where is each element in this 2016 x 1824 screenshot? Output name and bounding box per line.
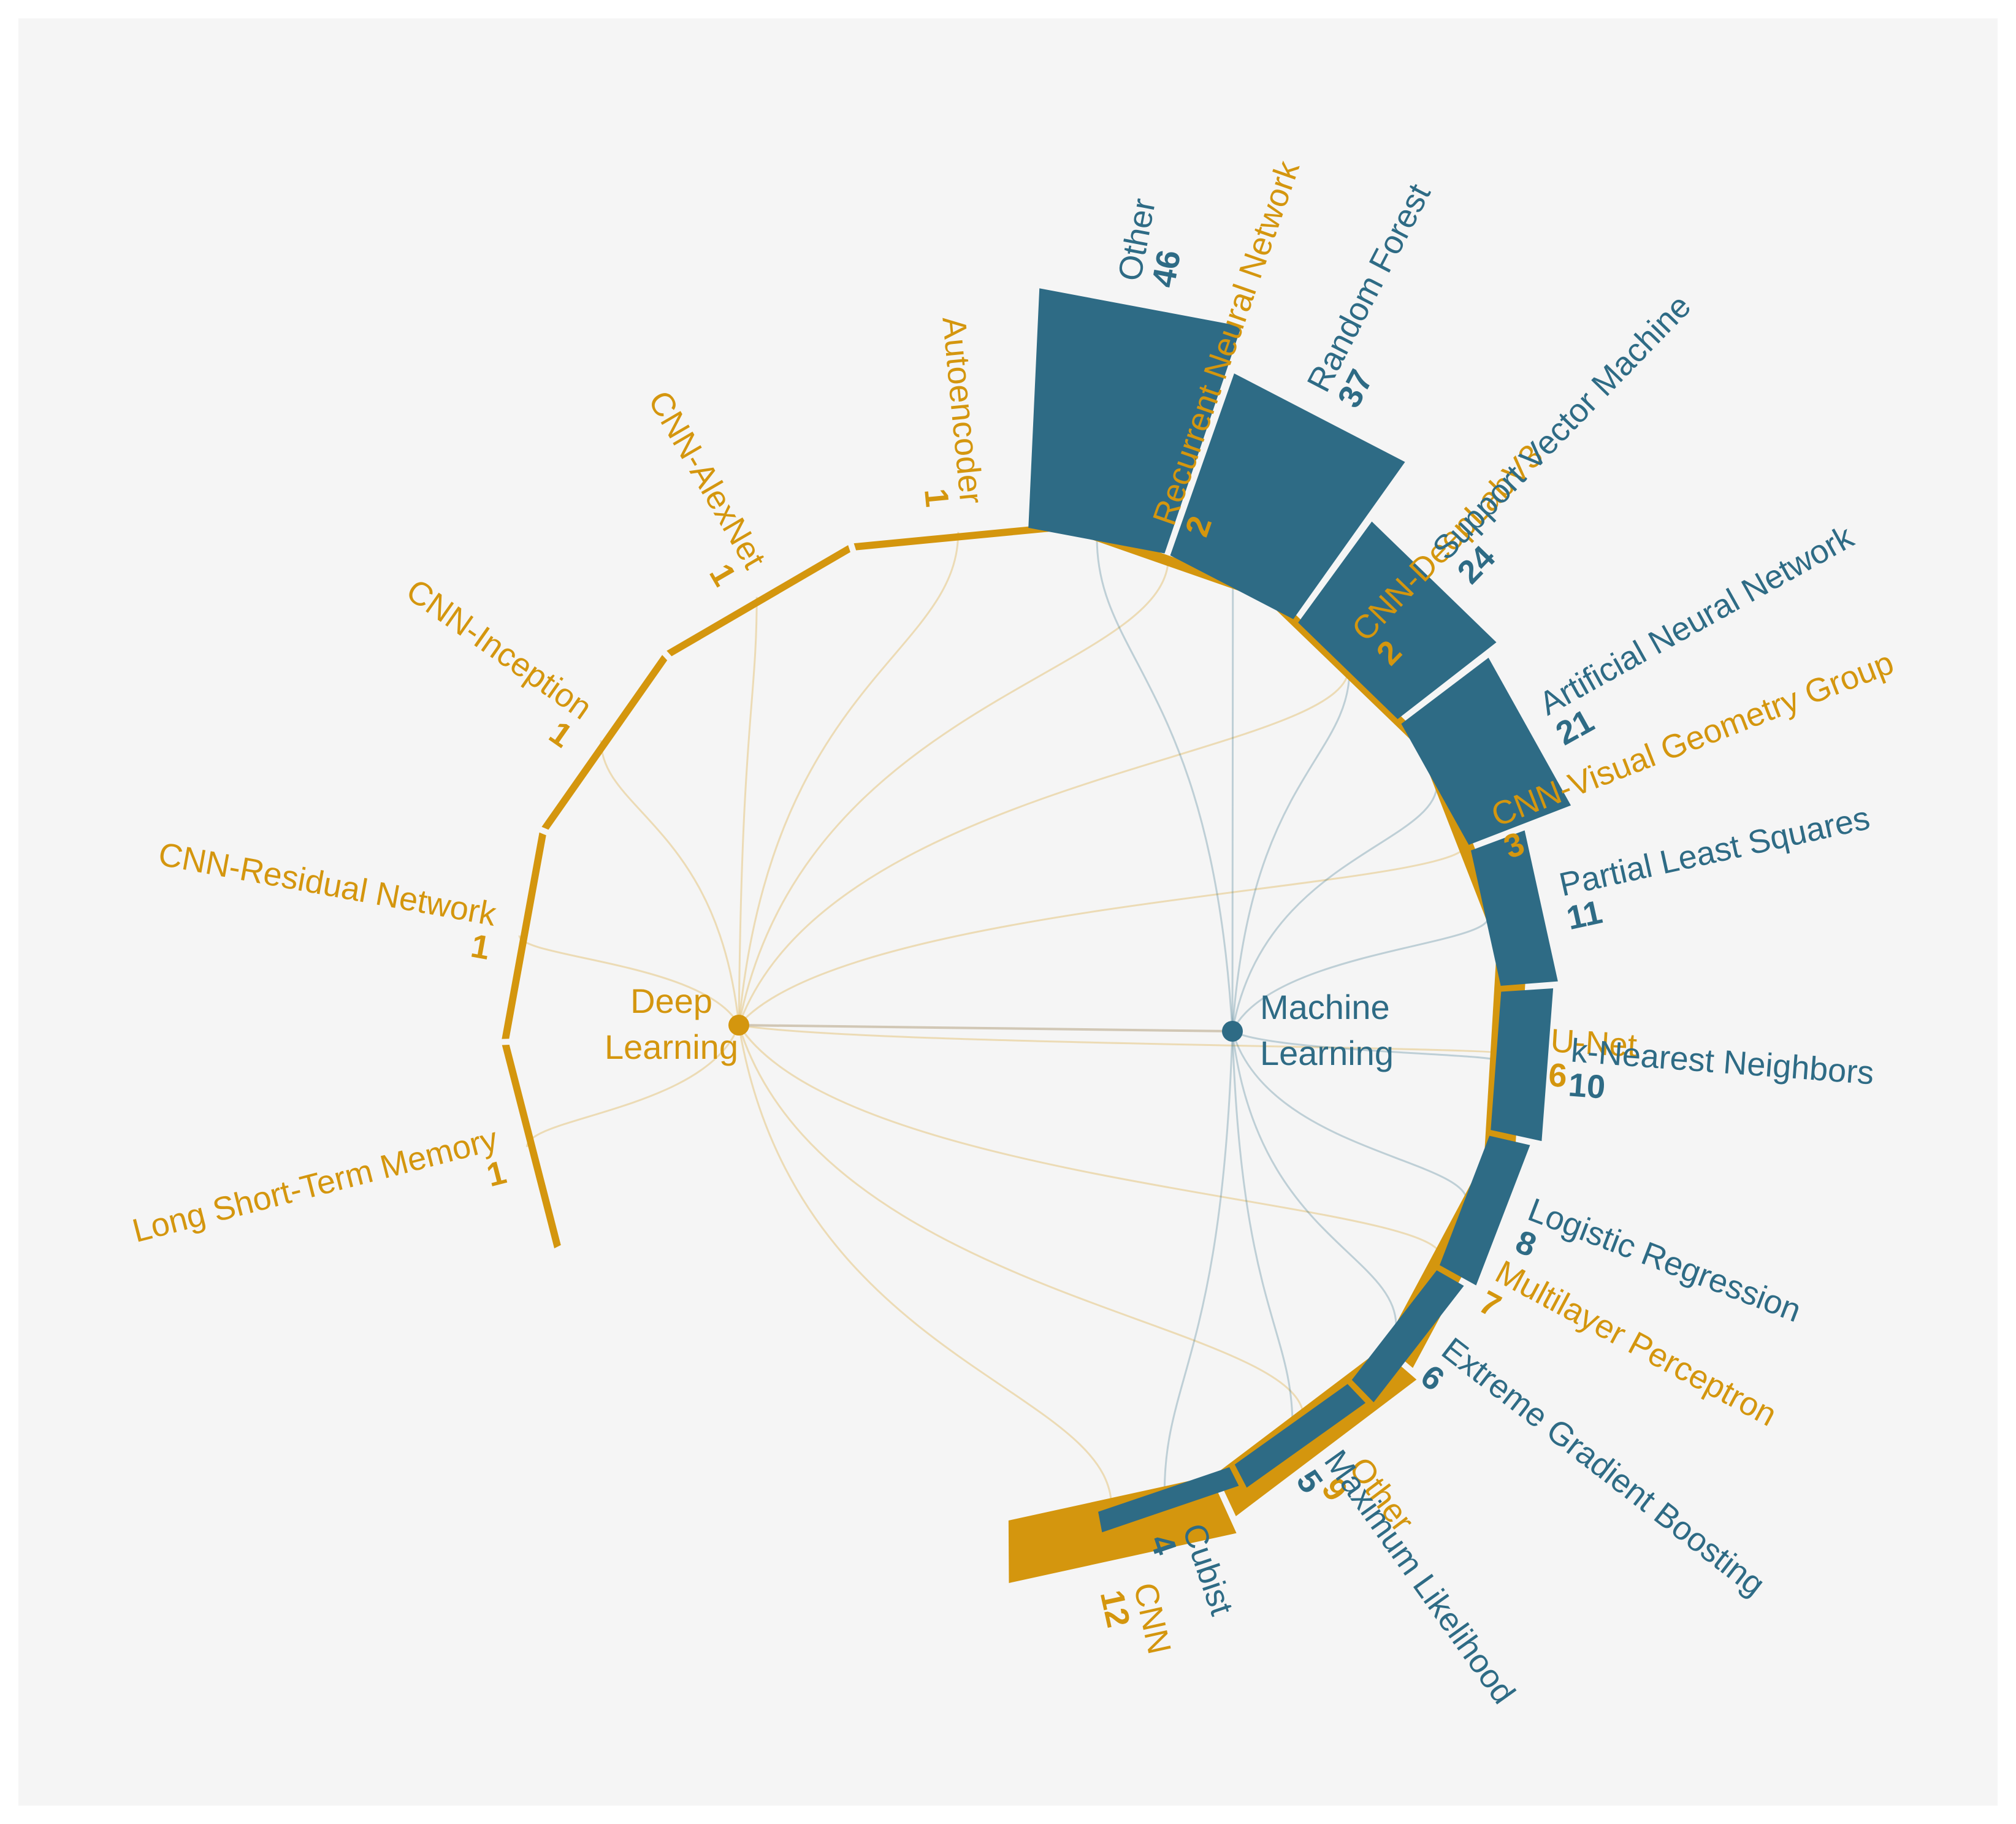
value-label: 1	[917, 487, 956, 509]
bar	[1401, 657, 1571, 845]
group-hub-dot	[728, 1015, 749, 1036]
group-label: Machine	[1260, 988, 1390, 1026]
link-line	[1163, 1031, 1234, 1492]
bar	[1098, 1467, 1239, 1533]
link-line	[1232, 1030, 1500, 1063]
link-layer	[518, 532, 1500, 1507]
bar	[1028, 288, 1242, 554]
link-line	[1231, 669, 1351, 1032]
link-line	[738, 844, 1467, 1026]
bar	[1170, 373, 1405, 619]
link-line	[738, 1025, 1443, 1257]
link-line	[1096, 538, 1234, 1032]
link-line	[738, 532, 960, 1026]
bar	[666, 545, 850, 657]
link-line	[518, 935, 740, 1026]
bar	[1440, 1135, 1530, 1286]
group-label: Deep	[630, 982, 712, 1020]
link-line	[738, 557, 1170, 1026]
link-line	[738, 597, 758, 1026]
link-line	[738, 1025, 1305, 1418]
link-line	[1231, 585, 1234, 1032]
link-line	[600, 740, 740, 1026]
bar-layer	[502, 288, 1571, 1583]
hub-connector	[738, 1024, 1233, 1032]
link-line	[738, 668, 1350, 1026]
link-line	[1231, 1031, 1468, 1202]
link-line	[738, 1024, 1500, 1055]
chart-background	[18, 18, 1998, 1806]
group-label: Learning	[605, 1028, 738, 1066]
bar	[502, 1044, 561, 1249]
link-line	[1231, 1031, 1397, 1327]
value-label: 6	[1548, 1056, 1568, 1094]
value-label: 12	[1093, 1587, 1137, 1631]
category-label: U-Net	[1549, 1022, 1638, 1064]
bar	[1491, 988, 1554, 1142]
bar	[541, 655, 668, 830]
value-label: 11	[1564, 893, 1606, 937]
value-label: 46	[1145, 247, 1188, 290]
bar	[1351, 1270, 1464, 1403]
link-line	[1231, 783, 1438, 1032]
bar	[1470, 830, 1558, 986]
bar	[1234, 1384, 1366, 1488]
link-line	[738, 1025, 1113, 1507]
link-line	[525, 1025, 740, 1148]
bar	[853, 523, 1063, 551]
hub-layer: Deep Learning Machine Learning	[605, 982, 1394, 1072]
link-line	[1231, 917, 1489, 1032]
group-label: Learning	[1260, 1034, 1394, 1072]
value-label: 10	[1567, 1066, 1606, 1105]
bar	[1298, 521, 1497, 719]
link-line	[1231, 1031, 1294, 1427]
bar	[502, 832, 546, 1039]
group-hub-dot	[1222, 1021, 1243, 1042]
